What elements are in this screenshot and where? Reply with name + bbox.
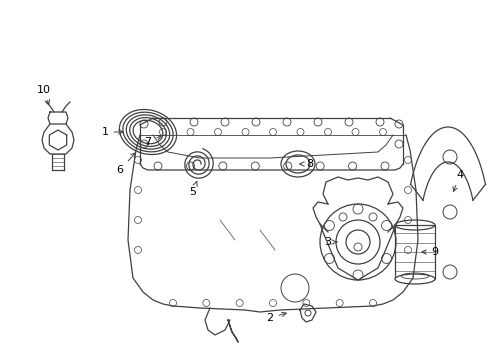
Text: 2: 2 xyxy=(266,312,285,323)
Text: 1: 1 xyxy=(102,127,123,137)
Text: 4: 4 xyxy=(452,170,463,192)
Text: 6: 6 xyxy=(116,153,135,175)
Text: 8: 8 xyxy=(299,159,313,169)
Text: 10: 10 xyxy=(37,85,51,104)
Text: 9: 9 xyxy=(421,247,438,257)
Ellipse shape xyxy=(394,274,434,284)
Text: 7: 7 xyxy=(144,135,161,147)
Text: 3: 3 xyxy=(324,237,336,247)
Text: 5: 5 xyxy=(189,181,197,197)
Bar xyxy=(394,225,434,279)
